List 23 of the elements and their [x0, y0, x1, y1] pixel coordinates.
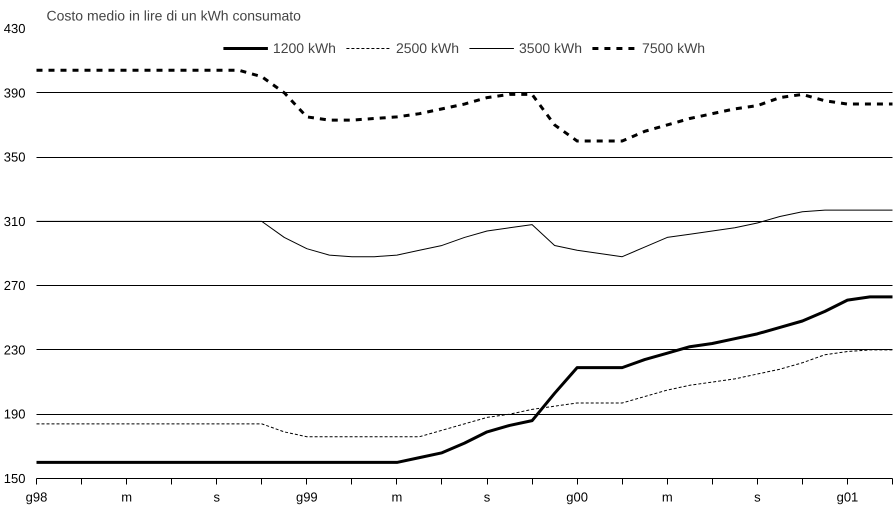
x-tick-label: m [392, 490, 402, 504]
x-tick-label: g99 [296, 490, 318, 504]
y-tick-label: 230 [4, 342, 26, 358]
legend-label: 1200 kWh [272, 40, 336, 56]
legend-label: 2500 kWh [396, 40, 459, 56]
x-tick-label: g98 [26, 490, 48, 504]
x-tick-label: s [484, 490, 491, 504]
y-tick-label: 150 [4, 471, 26, 486]
x-tick-label: s [754, 490, 762, 504]
legend-label: 7500 kWh [642, 40, 706, 56]
y-tick-label: 270 [4, 278, 26, 294]
y-tick-label: 350 [4, 150, 26, 165]
x-tick-label: s [213, 490, 220, 504]
y-tick-label: 430 [4, 21, 26, 36]
chart-title: Costo medio in lire di un kWh consumato [46, 8, 302, 24]
x-tick-label: m [662, 490, 673, 504]
x-tick-label: g01 [836, 490, 858, 504]
x-tick-label: m [121, 490, 132, 504]
legend-label: 3500 kWh [519, 40, 582, 56]
y-tick-label: 310 [4, 214, 26, 229]
y-tick-label: 390 [4, 85, 26, 100]
x-tick-label: g00 [566, 490, 588, 504]
y-tick-label: 190 [4, 406, 26, 422]
